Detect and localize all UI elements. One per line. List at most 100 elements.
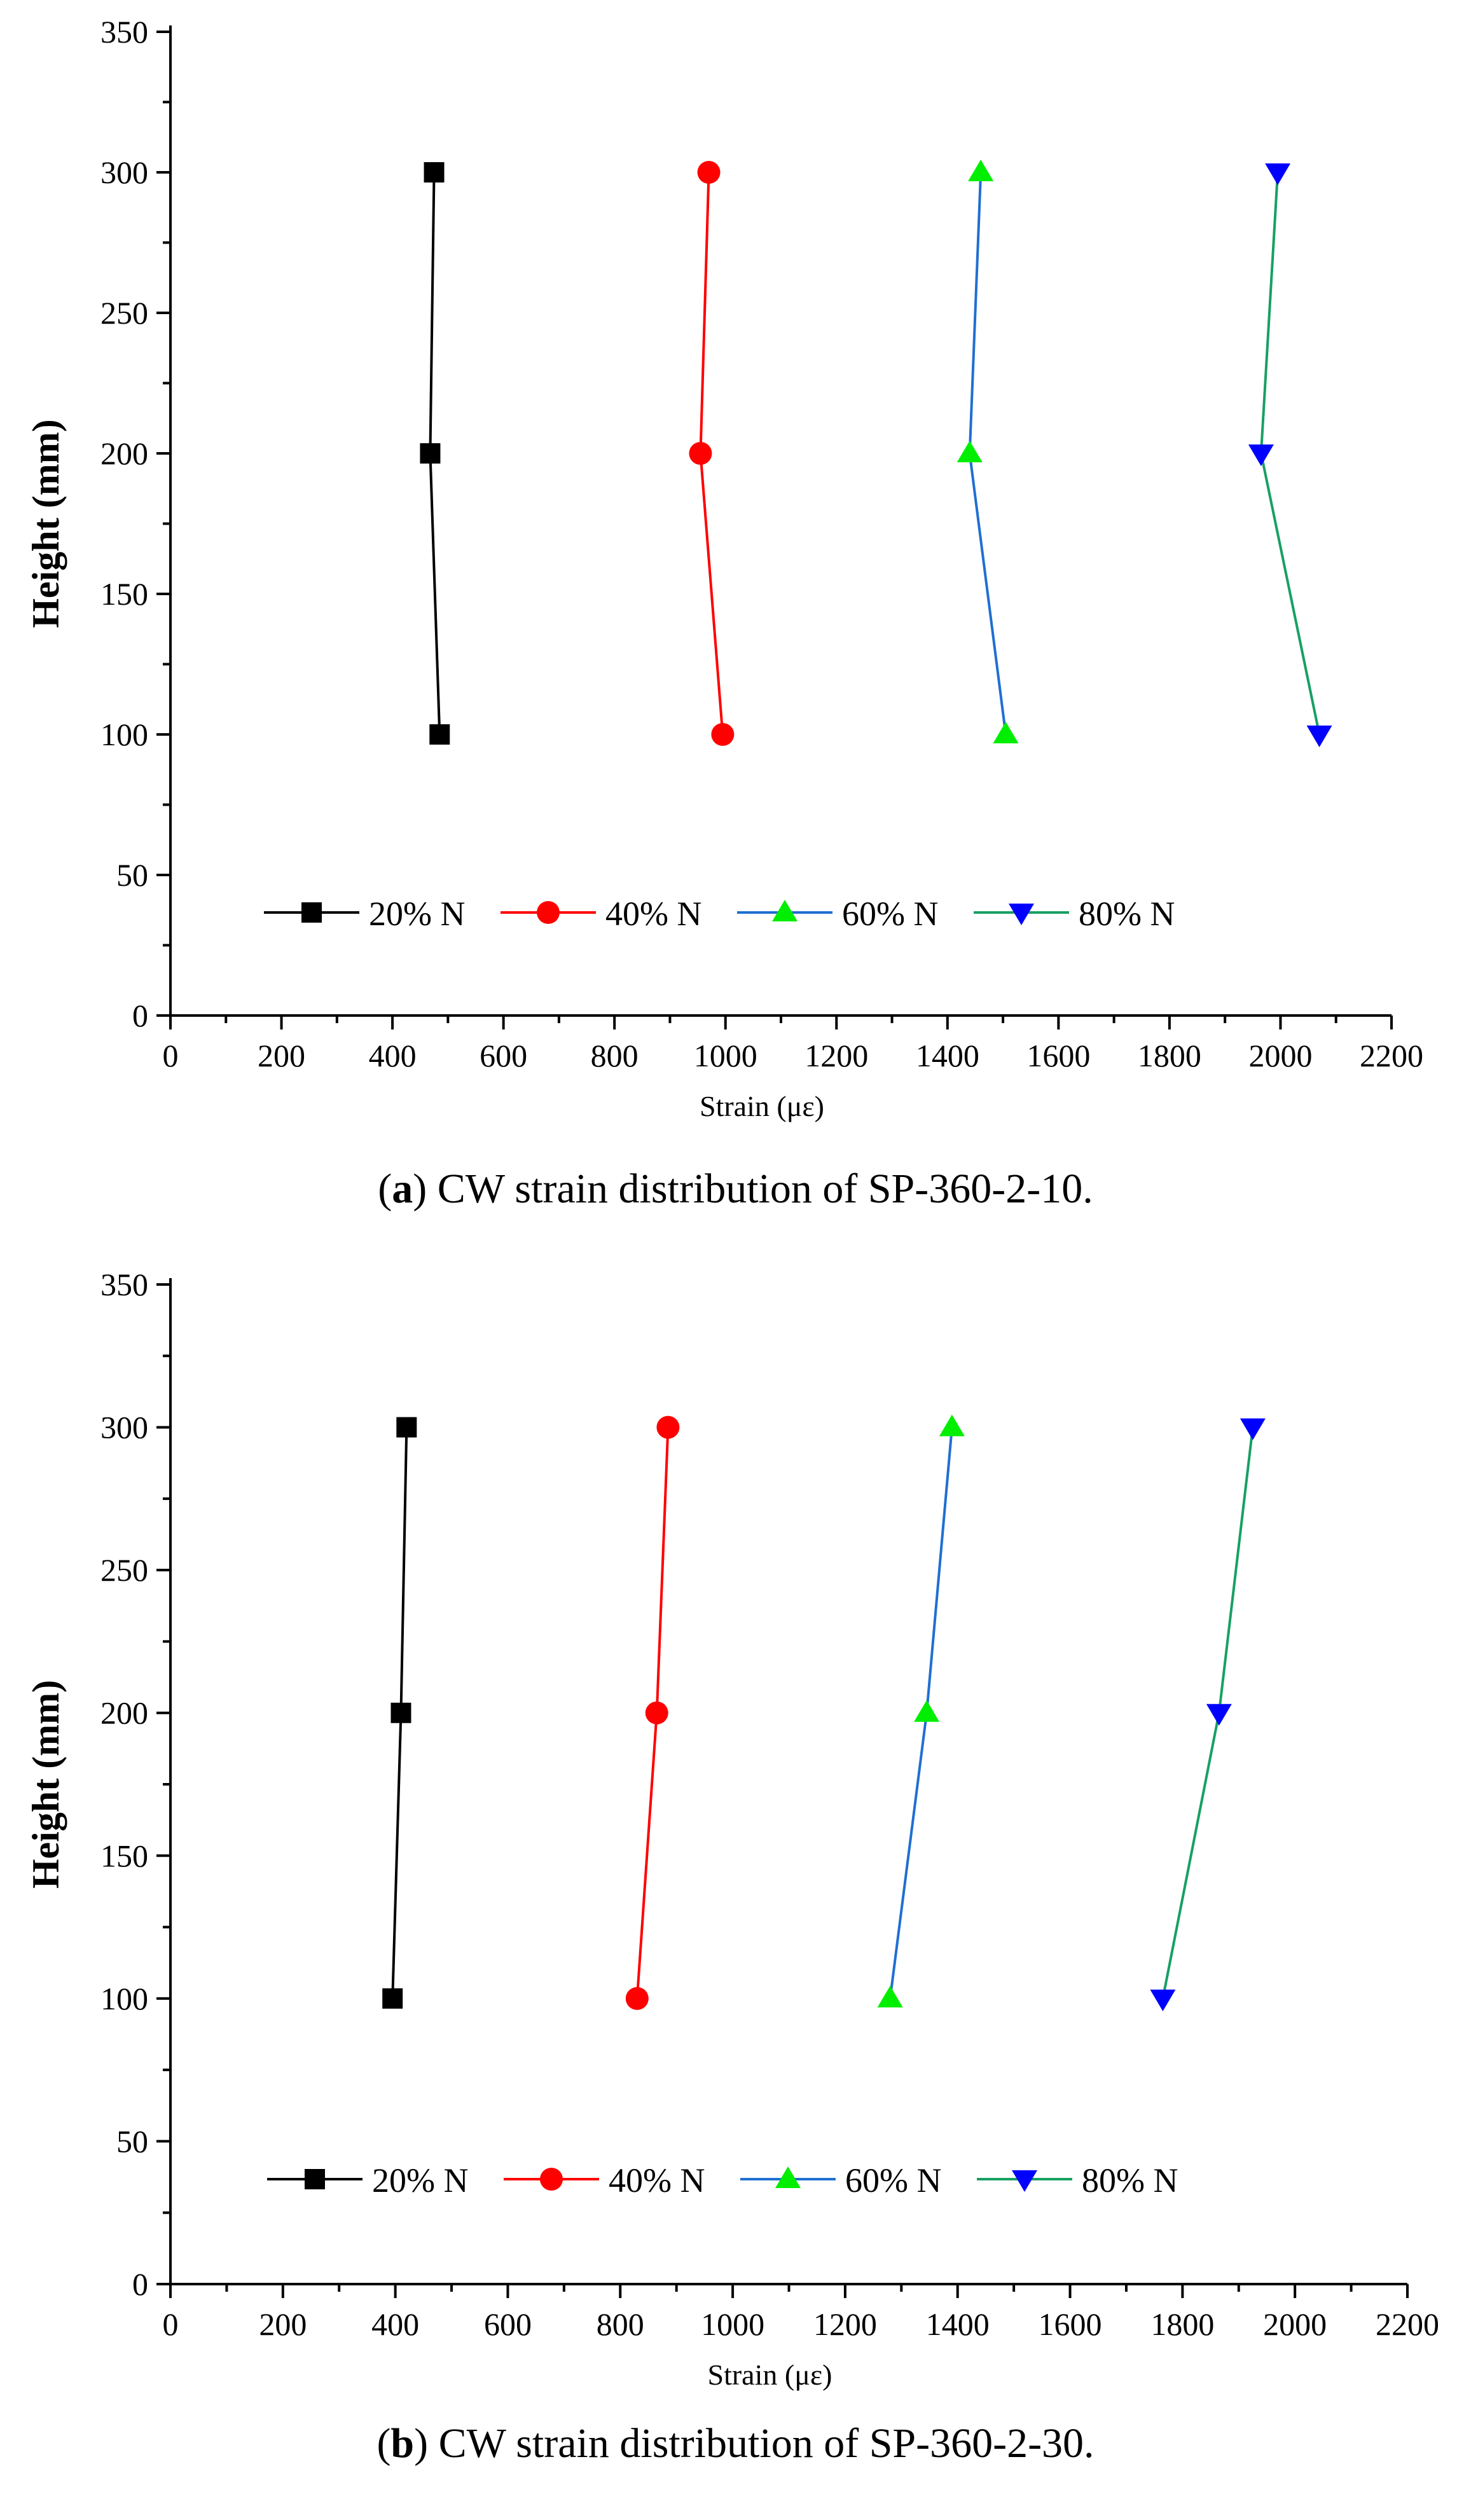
x-tick-label-b: 1600 bbox=[1039, 2306, 1102, 2342]
y-tick-label-b: 50 bbox=[116, 2123, 148, 2159]
chart-a: 0 200 400 600 800 1000 1200 1400 1600 1800 2000 220… bbox=[25, 14, 1423, 1122]
caption-b: (b) CW strain distribution of SP-360-2-3… bbox=[376, 2420, 1095, 2467]
y-tick-label-b: 0 bbox=[132, 2266, 148, 2302]
x-tick-label-b: 1200 bbox=[813, 2306, 877, 2342]
y-tick-label-b: 150 bbox=[100, 1838, 148, 1873]
series-b-1 bbox=[625, 1415, 680, 2010]
x-tick-label-a: 1800 bbox=[1138, 1038, 1201, 1073]
data-point-a-0 bbox=[420, 443, 441, 464]
data-point-a-0 bbox=[429, 724, 450, 745]
x-tick-label-a: 800 bbox=[591, 1038, 639, 1073]
data-point-b-1 bbox=[656, 1415, 680, 1439]
legend-label-b-3: 80% N bbox=[1082, 2161, 1178, 2200]
x-tick-label-a: 0 bbox=[163, 1038, 179, 1073]
series-line-b-3 bbox=[1161, 1427, 1254, 1999]
data-point-a-0 bbox=[424, 162, 445, 182]
x-tick-label-b: 1800 bbox=[1150, 2306, 1214, 2342]
series-b-2 bbox=[877, 1414, 965, 2007]
legend-label-a-3: 80% N bbox=[1079, 895, 1175, 933]
series-b-3 bbox=[1150, 1418, 1266, 2011]
x-tick-label-a: 1000 bbox=[694, 1038, 757, 1073]
caption-a-label: a bbox=[392, 1166, 413, 1212]
caption-b-label: b bbox=[390, 2420, 415, 2467]
data-point-b-2 bbox=[877, 1985, 903, 2007]
x-tick-label-b: 2000 bbox=[1263, 2306, 1327, 2342]
legend-a: 20% N 40% N 60% N 80% N bbox=[264, 895, 1175, 933]
data-point-a-1 bbox=[689, 442, 712, 465]
data-point-b-3 bbox=[1150, 1989, 1176, 2011]
legend-label-a-1: 40% N bbox=[605, 895, 701, 933]
x-tick-label-a: 200 bbox=[258, 1038, 305, 1073]
data-point-a-3 bbox=[1306, 726, 1332, 747]
x-tick-label-a: 600 bbox=[480, 1038, 527, 1073]
x-axis-label-a: Strain (με) bbox=[700, 1090, 824, 1122]
legend-marker-b-0 bbox=[305, 2169, 325, 2189]
y-tick-label-b: 100 bbox=[100, 1981, 148, 2016]
x-tick-label-a: 2000 bbox=[1248, 1038, 1312, 1073]
y-tick-label-a: 250 bbox=[100, 295, 148, 331]
data-point-a-1 bbox=[711, 723, 735, 746]
data-point-b-0 bbox=[396, 1417, 417, 1438]
data-point-b-1 bbox=[625, 1986, 649, 2010]
legend-b: 20% N 40% N 60% N 80% N bbox=[267, 2161, 1178, 2200]
x-tick-label-a: 1600 bbox=[1026, 1038, 1090, 1073]
legend-label-a-0: 20% N bbox=[369, 895, 465, 933]
x-tick-label-a: 2200 bbox=[1360, 1038, 1423, 1073]
legend-marker-a-3 bbox=[1009, 904, 1034, 925]
series-a-1 bbox=[689, 161, 735, 746]
data-point-b-1 bbox=[645, 1701, 668, 1725]
legend-label-b-2: 60% N bbox=[845, 2161, 941, 2200]
series-a-2 bbox=[956, 160, 1019, 743]
y-axis-label-b: Height (mm) bbox=[25, 1680, 67, 1889]
x-tick-label-b: 0 bbox=[163, 2306, 179, 2342]
caption-a-text: CW strain distribution of SP-360-2-10. bbox=[437, 1166, 1093, 1212]
legend-label-a-2: 60% N bbox=[842, 895, 938, 933]
y-tick-label-a: 150 bbox=[100, 576, 148, 612]
x-tick-label-b: 600 bbox=[484, 2306, 532, 2342]
legend-marker-b-1 bbox=[540, 2168, 563, 2191]
x-tick-label-a: 400 bbox=[369, 1038, 417, 1073]
x-tick-label-b: 1400 bbox=[926, 2306, 990, 2342]
y-axis-label-a: Height (mm) bbox=[25, 419, 67, 628]
y-tick-label-a: 200 bbox=[100, 436, 148, 471]
data-point-a-3 bbox=[1265, 163, 1291, 185]
y-tick-label-b: 200 bbox=[100, 1695, 148, 1731]
data-point-b-0 bbox=[390, 1702, 411, 1723]
series-a-3 bbox=[1248, 163, 1332, 747]
y-tick-label-a: 50 bbox=[116, 857, 148, 893]
legend-marker-a-1 bbox=[537, 901, 560, 924]
legend-label-b-1: 40% N bbox=[609, 2161, 705, 2200]
legend-marker-b-2 bbox=[775, 2166, 801, 2188]
axes-a: 0 200 400 600 800 1000 1200 1400 1600 1800 2000 220… bbox=[100, 14, 1423, 1073]
data-point-b-3 bbox=[1240, 1418, 1266, 1440]
y-tick-label-a: 100 bbox=[100, 717, 148, 752]
chart-panel-b: 0 200 400 600 800 1000 1200 1400 1600 1800 2000 220… bbox=[0, 1259, 1471, 2520]
y-tick-label-b: 250 bbox=[100, 1552, 148, 1588]
data-point-b-2 bbox=[939, 1414, 965, 1436]
caption-a: (a) CW strain distribution of SP-360-2-1… bbox=[378, 1166, 1093, 1212]
x-tick-label-b: 400 bbox=[371, 2306, 419, 2342]
y-tick-label-a: 300 bbox=[100, 155, 148, 190]
data-point-b-0 bbox=[382, 1988, 403, 2009]
legend-marker-b-3 bbox=[1012, 2170, 1037, 2192]
x-tick-label-b: 200 bbox=[259, 2306, 307, 2342]
series-b-0 bbox=[382, 1417, 417, 2009]
data-point-a-2 bbox=[956, 441, 983, 462]
chart-b: 0 200 400 600 800 1000 1200 1400 1600 1800 2000 220… bbox=[25, 1267, 1439, 2391]
y-tick-label-a: 0 bbox=[132, 998, 148, 1033]
data-point-a-1 bbox=[697, 161, 721, 184]
axes-b: 0 200 400 600 800 1000 1200 1400 1600 1800 2000 220… bbox=[100, 1267, 1439, 2342]
x-tick-label-b: 2200 bbox=[1376, 2306, 1439, 2342]
data-point-a-2 bbox=[968, 160, 994, 181]
caption-b-text: CW strain distribution of SP-360-2-30. bbox=[438, 2420, 1095, 2467]
data-point-b-3 bbox=[1206, 1704, 1232, 1726]
x-tick-label-b: 800 bbox=[597, 2306, 644, 2342]
data-point-b-2 bbox=[914, 1700, 940, 1722]
x-tick-label-a: 1400 bbox=[916, 1038, 979, 1073]
x-tick-label-a: 1200 bbox=[805, 1038, 868, 1073]
data-point-a-2 bbox=[993, 722, 1019, 743]
legend-marker-a-0 bbox=[301, 902, 322, 923]
series-line-a-3 bbox=[1259, 172, 1321, 735]
x-tick-label-b: 1000 bbox=[701, 2306, 764, 2342]
chart-panel-a: 0 200 400 600 800 1000 1200 1400 1600 1800 2000 220… bbox=[0, 0, 1471, 1259]
